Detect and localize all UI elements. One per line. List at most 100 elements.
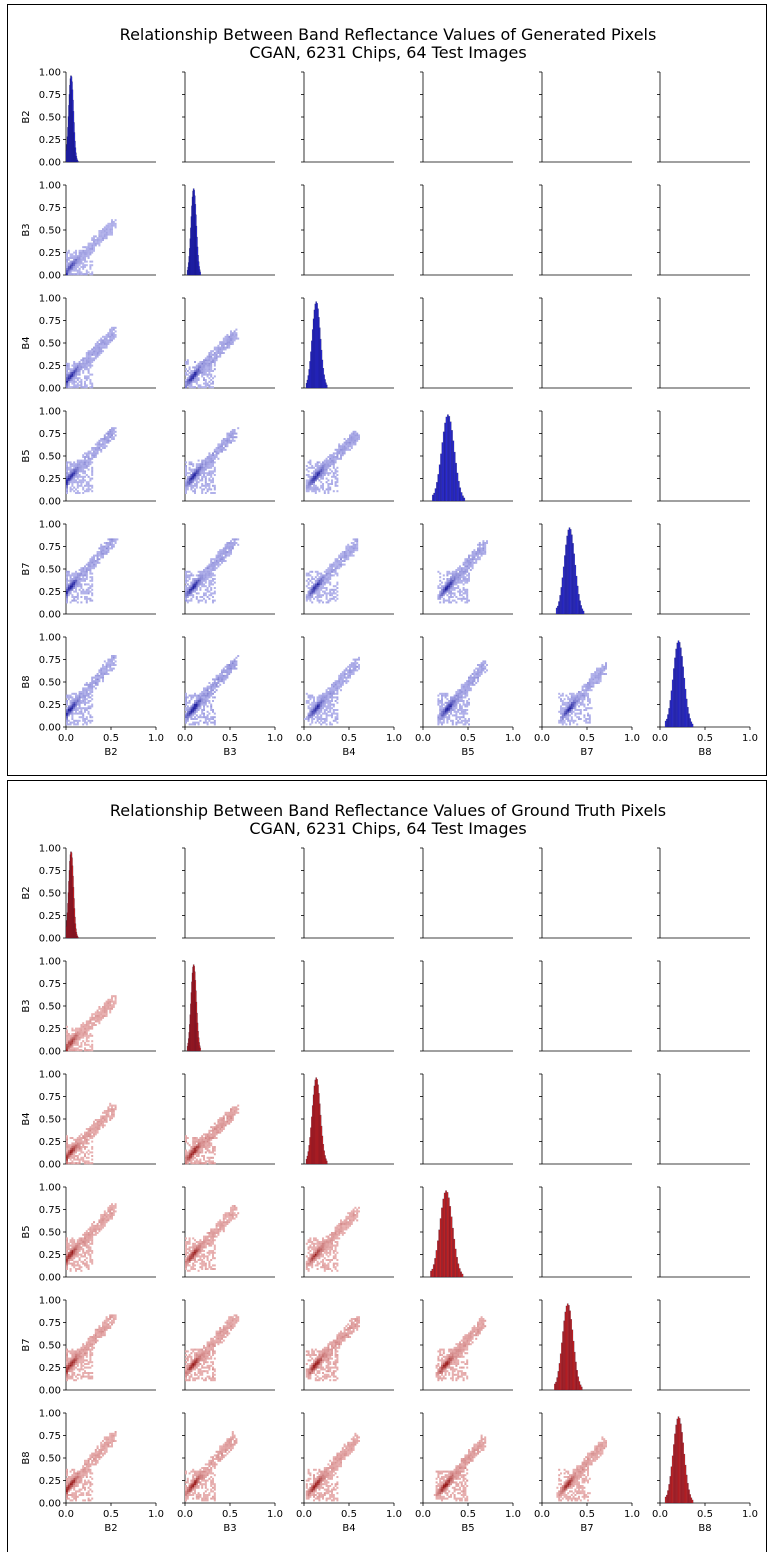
generated-cell-B7-B4 bbox=[301, 524, 394, 614]
density-bin bbox=[354, 436, 356, 438]
density-bin bbox=[187, 592, 189, 594]
density-bin bbox=[573, 705, 575, 707]
density-bin bbox=[98, 562, 100, 564]
density-bin bbox=[585, 693, 587, 695]
density-bin bbox=[463, 571, 465, 573]
density-bin bbox=[450, 576, 452, 578]
density-bin bbox=[205, 582, 207, 584]
density-bin bbox=[185, 465, 187, 467]
density-bin bbox=[223, 352, 225, 354]
density-bin bbox=[336, 702, 338, 704]
density-bin bbox=[185, 481, 187, 483]
density-bin bbox=[207, 363, 209, 365]
density-bin bbox=[304, 718, 306, 720]
density-bin bbox=[322, 487, 324, 489]
density-bin bbox=[232, 433, 234, 435]
density-bin bbox=[448, 591, 450, 593]
density-bin bbox=[232, 668, 234, 670]
density-bin bbox=[104, 440, 106, 442]
density-bin bbox=[306, 598, 308, 600]
density-bin bbox=[196, 582, 198, 584]
density-bin bbox=[208, 368, 210, 370]
density-bin bbox=[84, 273, 86, 275]
density-bin bbox=[326, 589, 328, 591]
density-bin bbox=[86, 576, 88, 578]
density-bin bbox=[306, 488, 308, 490]
density-bin bbox=[196, 585, 198, 587]
density-bin bbox=[93, 452, 95, 454]
density-bin bbox=[226, 436, 228, 438]
density-bin bbox=[326, 598, 328, 600]
density-bin bbox=[326, 478, 328, 480]
density-bin bbox=[207, 370, 209, 372]
density-bin bbox=[336, 598, 338, 600]
density-bin bbox=[306, 596, 308, 598]
density-bin bbox=[445, 585, 447, 587]
density-bin bbox=[466, 565, 468, 567]
density-bin bbox=[216, 558, 218, 560]
density-bin bbox=[437, 571, 439, 573]
density-bin bbox=[93, 686, 95, 688]
density-bin bbox=[324, 492, 326, 494]
density-bin bbox=[106, 664, 108, 666]
density-bin bbox=[356, 669, 358, 671]
density-bin bbox=[201, 483, 203, 485]
density-bin bbox=[77, 592, 79, 594]
density-bin bbox=[335, 571, 337, 573]
density-bin bbox=[210, 560, 212, 562]
density-bin bbox=[315, 709, 317, 711]
density-bin bbox=[327, 569, 329, 571]
density-bin bbox=[225, 341, 227, 343]
density-bin bbox=[439, 596, 441, 598]
density-bin bbox=[353, 544, 355, 546]
density-bin bbox=[207, 700, 209, 702]
density-bin bbox=[68, 587, 70, 589]
density-bin bbox=[113, 436, 115, 438]
density-bin bbox=[80, 571, 82, 573]
x-tick-label: 0.5 bbox=[697, 733, 713, 744]
density-bin bbox=[335, 689, 337, 691]
density-bin bbox=[472, 684, 474, 686]
density-bin bbox=[190, 377, 192, 379]
density-bin bbox=[571, 693, 573, 695]
density-bin bbox=[212, 454, 214, 456]
density-bin bbox=[342, 452, 344, 454]
generated-cell-B2-B4 bbox=[301, 72, 394, 162]
density-bin bbox=[333, 467, 335, 469]
density-bin bbox=[320, 716, 322, 718]
density-bin bbox=[66, 469, 68, 471]
density-bin bbox=[313, 485, 315, 487]
density-bin bbox=[216, 677, 218, 679]
density-bin bbox=[73, 576, 75, 578]
density-bin bbox=[66, 476, 68, 478]
density-bin bbox=[318, 578, 320, 580]
density-bin bbox=[212, 564, 214, 566]
density-bin bbox=[340, 686, 342, 688]
density-bin bbox=[196, 705, 198, 707]
density-bin bbox=[77, 255, 79, 257]
density-bin bbox=[306, 585, 308, 587]
density-bin bbox=[446, 705, 448, 707]
density-bin bbox=[84, 571, 86, 573]
density-bin bbox=[331, 594, 333, 596]
density-bin bbox=[461, 695, 463, 697]
density-bin bbox=[322, 601, 324, 603]
density-bin bbox=[340, 560, 342, 562]
density-bin bbox=[349, 668, 351, 670]
density-bin bbox=[192, 366, 194, 368]
density-bin bbox=[207, 686, 209, 688]
density-bin bbox=[347, 438, 349, 440]
density-bin bbox=[472, 558, 474, 560]
density-bin bbox=[189, 587, 191, 589]
density-bin bbox=[102, 234, 104, 236]
density-bin bbox=[199, 695, 201, 697]
density-bin bbox=[100, 677, 102, 679]
density-bin bbox=[441, 582, 443, 584]
density-bin bbox=[196, 463, 198, 465]
density-bin bbox=[445, 693, 447, 695]
density-bin bbox=[320, 487, 322, 489]
density-bin bbox=[208, 687, 210, 689]
density-bin bbox=[309, 713, 311, 715]
density-bin bbox=[71, 372, 73, 374]
density-bin bbox=[329, 576, 331, 578]
